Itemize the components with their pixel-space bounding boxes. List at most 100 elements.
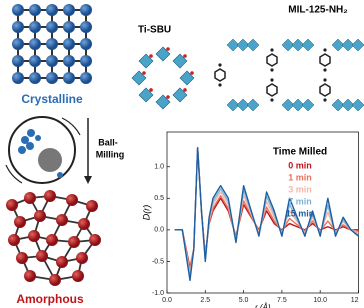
octahedron [302, 99, 314, 111]
x-tick-label: 0.0 [162, 297, 172, 304]
legend-entry: 15 min [286, 208, 315, 218]
amorphous-network [6, 190, 101, 286]
node [24, 192, 36, 204]
octahedron [302, 39, 314, 51]
node [6, 199, 18, 211]
mof-label: MIL-125-NH₂ [288, 5, 347, 16]
oxygen [142, 71, 146, 75]
legend-entry: 1 min [288, 172, 312, 182]
atom [323, 48, 326, 51]
atom [270, 68, 273, 71]
node [8, 234, 20, 246]
node [36, 250, 48, 262]
node [46, 234, 58, 246]
node [16, 252, 28, 264]
y-tick-label: 0.0 [154, 227, 164, 234]
node [12, 72, 24, 84]
octahedron [247, 99, 259, 111]
atom [218, 63, 221, 66]
octahedron [247, 39, 259, 51]
atom [323, 78, 326, 81]
node [72, 270, 84, 282]
node [63, 55, 75, 67]
node [34, 210, 46, 222]
node [56, 214, 68, 226]
node [29, 21, 41, 33]
node [29, 38, 41, 50]
node [44, 190, 56, 202]
crystalline-lattice [12, 4, 92, 84]
atom [270, 78, 273, 81]
atom [270, 98, 273, 101]
node [46, 72, 58, 84]
node [29, 72, 41, 84]
node [63, 38, 75, 50]
node [14, 216, 26, 228]
linker [320, 54, 330, 66]
octahedron [352, 39, 364, 51]
node [80, 55, 92, 67]
node [29, 55, 41, 67]
node [86, 200, 98, 212]
atom [323, 68, 326, 71]
milling-label: Milling [96, 149, 125, 159]
legend-title: Time Milled [273, 147, 327, 158]
mof-structure [132, 39, 364, 111]
node [89, 234, 101, 246]
atom [323, 98, 326, 101]
linker [267, 54, 277, 66]
node [12, 55, 24, 67]
oxygen [149, 54, 153, 58]
oxygen [183, 54, 187, 58]
node [80, 72, 92, 84]
y-tick-label: -1.0 [152, 290, 164, 297]
legend-entry: 0 min [288, 160, 312, 170]
linker [267, 84, 277, 96]
legend-entry: 7 min [288, 196, 312, 206]
node [63, 21, 75, 33]
octahedron [352, 99, 364, 111]
atom [218, 83, 221, 86]
node [68, 236, 80, 248]
node [46, 55, 58, 67]
linker [320, 84, 330, 96]
data-line [175, 148, 359, 270]
y-axis-label: D(r) [141, 205, 151, 221]
node [12, 21, 24, 33]
oxygen [190, 71, 194, 75]
node [80, 21, 92, 33]
node [46, 21, 58, 33]
ball-label: Ball- [98, 137, 118, 147]
x-tick-label: 5.0 [239, 297, 249, 304]
y-tick-label: 1.0 [154, 164, 164, 171]
x-tick-label: 12 [351, 297, 359, 304]
oxygen [166, 95, 170, 99]
node [76, 252, 88, 264]
x-tick-label: 7.5 [277, 297, 287, 304]
node [66, 194, 78, 206]
node [78, 218, 90, 230]
ball-mill [6, 117, 92, 184]
node [46, 38, 58, 50]
node [29, 4, 41, 16]
amorphous-label: Amorphous [16, 292, 84, 306]
node [12, 4, 24, 16]
x-tick-label: 2.5 [200, 297, 210, 304]
oxygen [166, 47, 170, 51]
legend-entry: 3 min [288, 184, 312, 194]
atom [270, 48, 273, 51]
linker [215, 69, 225, 81]
figure: Crystalline Ball- Milling Amorphous Ti-S… [0, 0, 364, 308]
y-tick-label: -0.5 [152, 258, 164, 265]
x-tick-label: 10.0 [313, 297, 327, 304]
sbu-label: Ti-SBU [138, 25, 171, 36]
node [80, 38, 92, 50]
node [63, 72, 75, 84]
node [46, 4, 58, 16]
oxygen [183, 88, 187, 92]
node [24, 270, 36, 282]
data-line [175, 148, 359, 281]
node [49, 274, 61, 286]
node [12, 38, 24, 50]
